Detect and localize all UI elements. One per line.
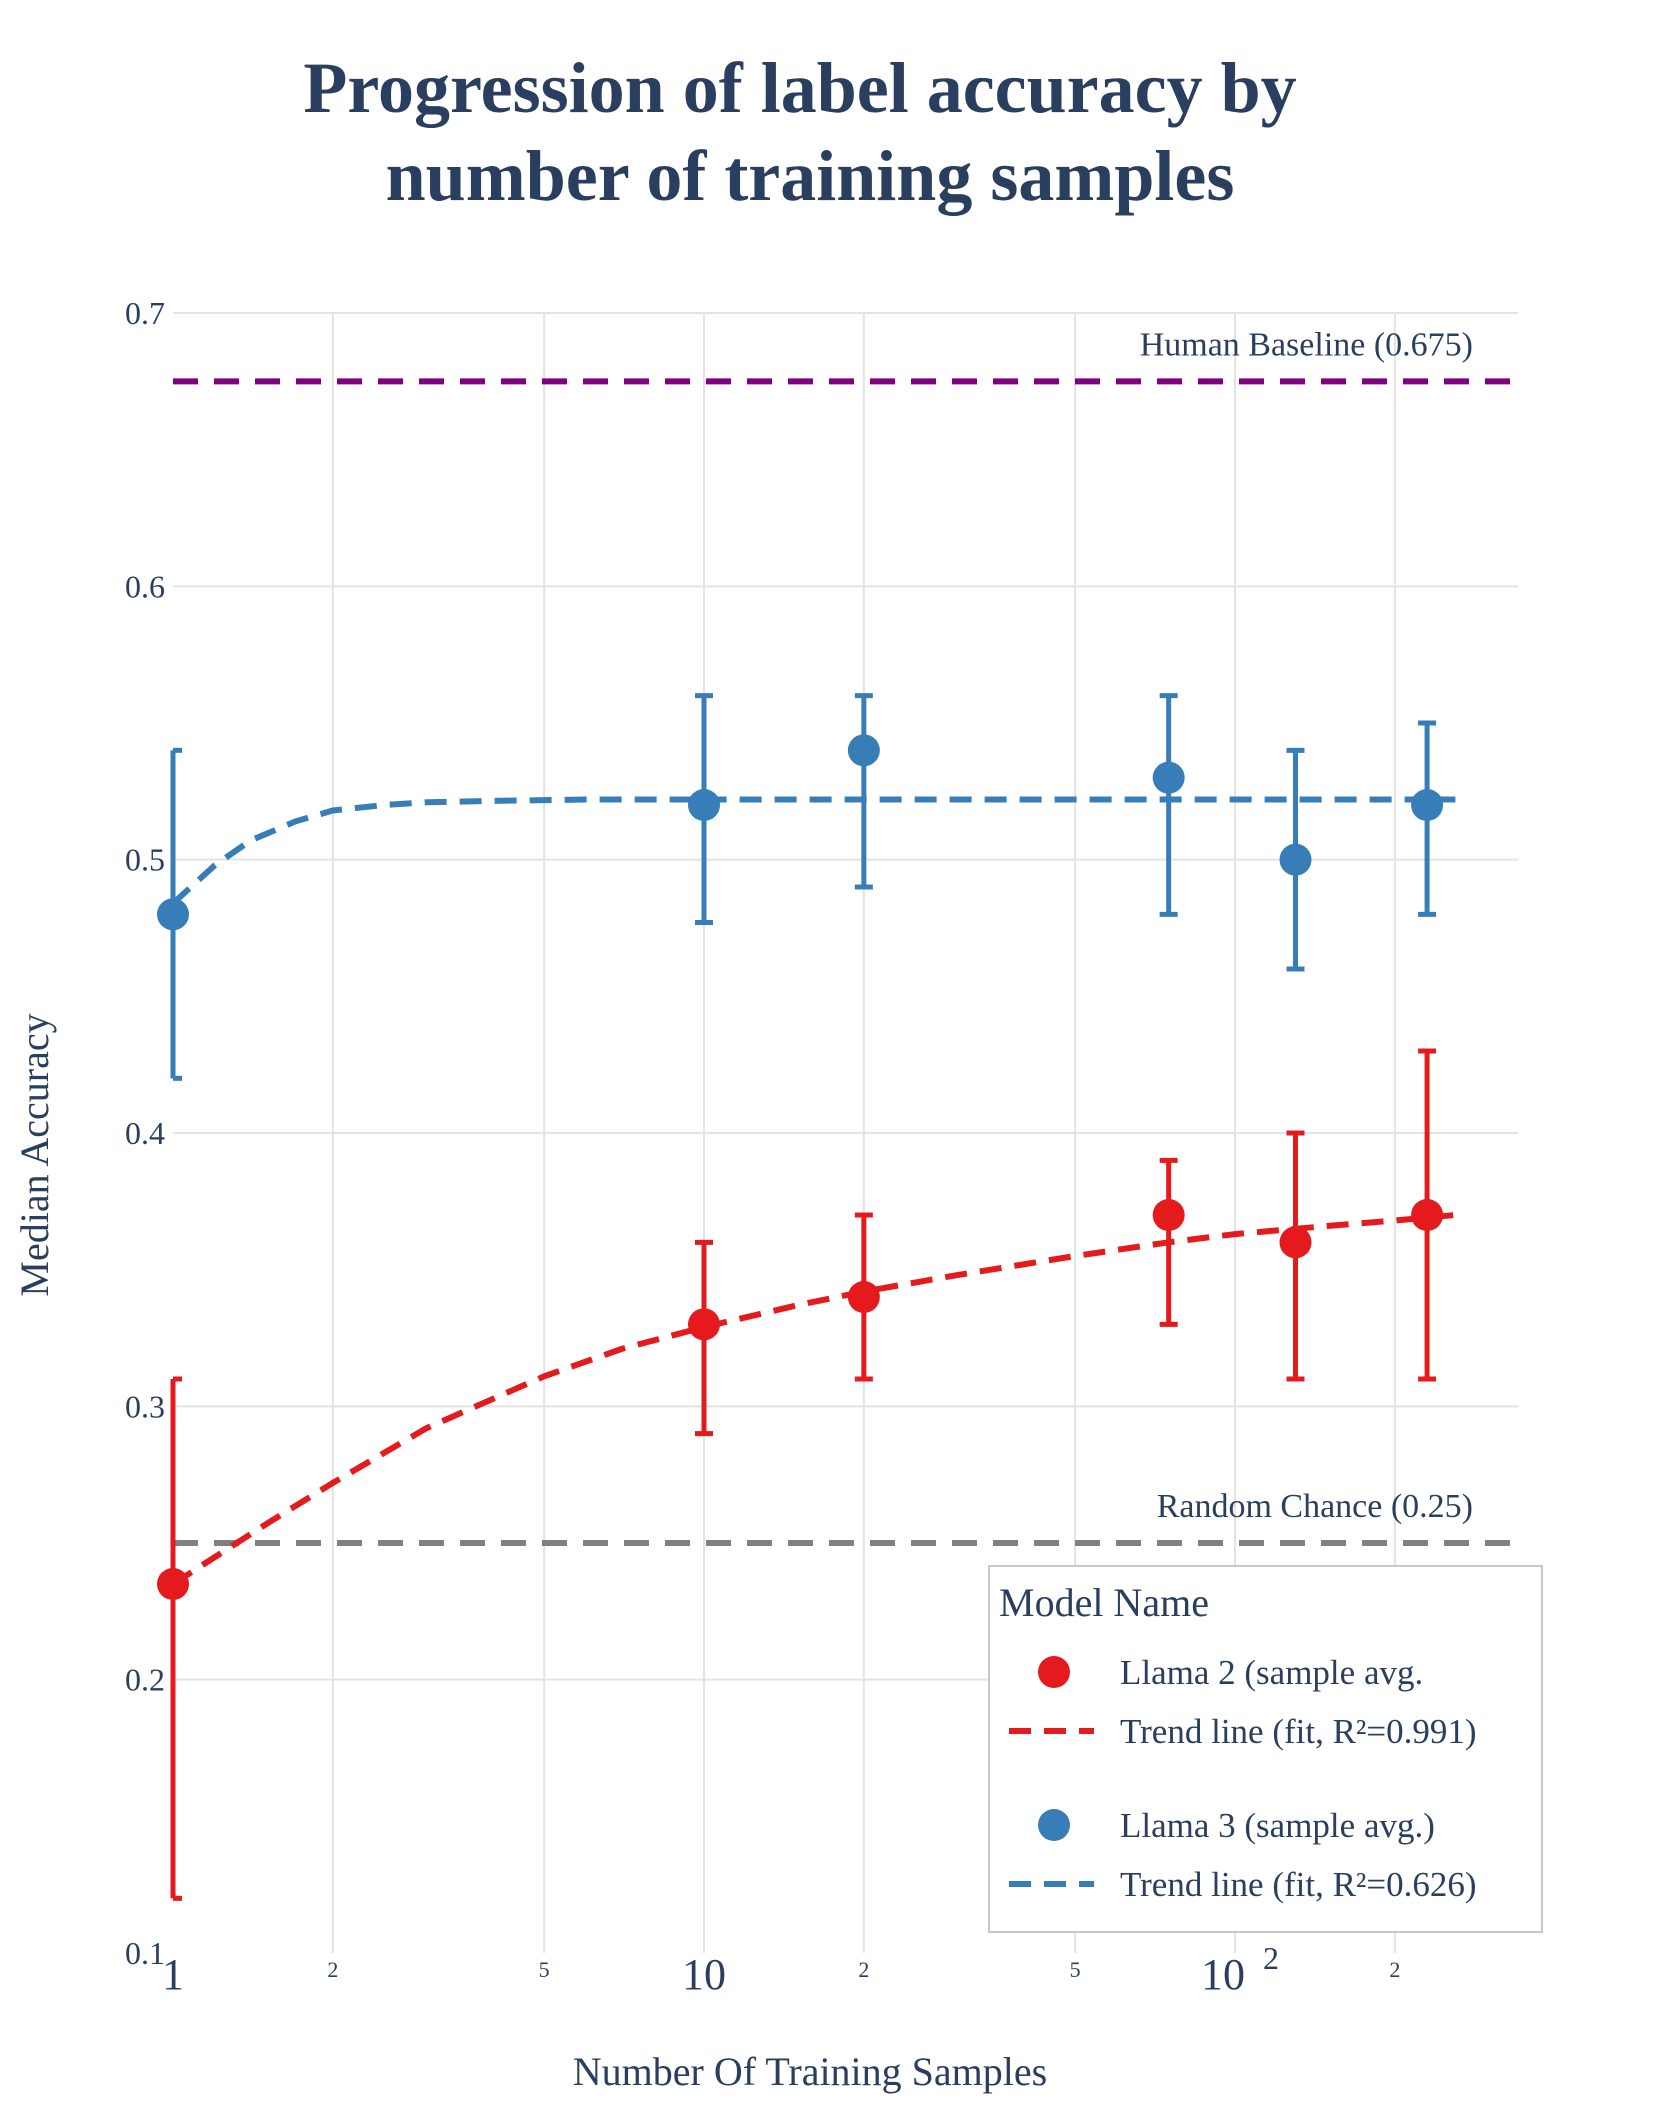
y-tick-label: 0.7 [125, 295, 165, 331]
x-minor-tick-label: 5 [539, 1957, 550, 1982]
legend-label-llama2[interactable]: Llama 2 (sample avg. [1120, 1653, 1423, 1692]
data-point-llama3 [157, 898, 189, 931]
series-llama3 [157, 693, 1456, 1081]
y-tick-label: 0.5 [125, 842, 165, 878]
data-point-llama2 [1411, 1199, 1444, 1231]
x-minor-tick-label: 2 [327, 1957, 338, 1982]
x-tick-label: 10 [682, 1950, 726, 1999]
data-point-llama2 [1152, 1199, 1185, 1231]
human-baseline-label: Human Baseline (0.675) [1140, 326, 1473, 363]
x-axis-title: Number Of Training Samples [573, 2049, 1047, 2094]
y-tick-label: 0.2 [125, 1662, 165, 1698]
data-point-llama2 [1279, 1226, 1312, 1259]
gridlines [173, 312, 1518, 1953]
y-tick-label: 0.4 [125, 1115, 165, 1151]
y-tick-label: 0.1 [125, 1935, 165, 1971]
legend-title: Model Name [999, 1580, 1209, 1625]
data-point-llama3 [1152, 761, 1185, 794]
x-minor-tick-label: 2 [858, 1957, 869, 1982]
reference-lines: Human Baseline (0.675) Random Chance (0.2… [173, 326, 1518, 1546]
data-point-llama3 [847, 734, 880, 767]
random-chance-label: Random Chance (0.25) [1157, 1488, 1473, 1525]
legend-box [988, 1565, 1543, 1933]
data-point-llama2 [847, 1281, 880, 1313]
series-llama2 [157, 1048, 1456, 1901]
legend-trend-label-llama3[interactable]: Trend line (fit, R²=0.626) [1120, 1865, 1477, 1904]
y-axis-ticks: 0.1 0.2 0.3 0.4 0.5 0.6 0.7 [125, 295, 165, 1971]
data-point-llama3 [688, 789, 720, 821]
y-axis-title: Median Accuracy [12, 1013, 57, 1296]
legend-marker-llama2[interactable] [1038, 1656, 1070, 1688]
legend-trend-label-llama2[interactable]: Trend line (fit, R²=0.991) [1120, 1712, 1477, 1751]
x-minor-tick-label: 5 [1070, 1957, 1081, 1982]
x-axis-ticks: 1 10 10 2 2 5 2 5 2 [162, 1940, 1400, 1999]
chart-title-line1: Progression of label accuracy by [303, 48, 1296, 128]
x-tick-label: 10 [1201, 1950, 1245, 1999]
chart-title-line2: number of training samples [386, 136, 1235, 216]
legend: Model Name Llama 2 (sample avg. Trend li… [988, 1565, 1543, 1933]
y-tick-label: 0.3 [125, 1388, 165, 1424]
data-point-llama3 [1411, 789, 1444, 821]
x-minor-tick-label: 2 [1389, 1957, 1400, 1982]
trend-line-llama3 [170, 796, 1456, 906]
data-series [157, 693, 1456, 1901]
data-point-llama3 [1279, 843, 1312, 876]
data-point-llama2 [688, 1308, 720, 1341]
x-tick-exponent: 2 [1263, 1940, 1279, 1976]
legend-label-llama3[interactable]: Llama 3 (sample avg.) [1120, 1806, 1435, 1845]
data-point-llama2 [157, 1568, 189, 1600]
legend-marker-llama3[interactable] [1038, 1809, 1070, 1841]
y-tick-label: 0.6 [125, 568, 165, 604]
x-tick-label: 1 [162, 1950, 184, 1999]
